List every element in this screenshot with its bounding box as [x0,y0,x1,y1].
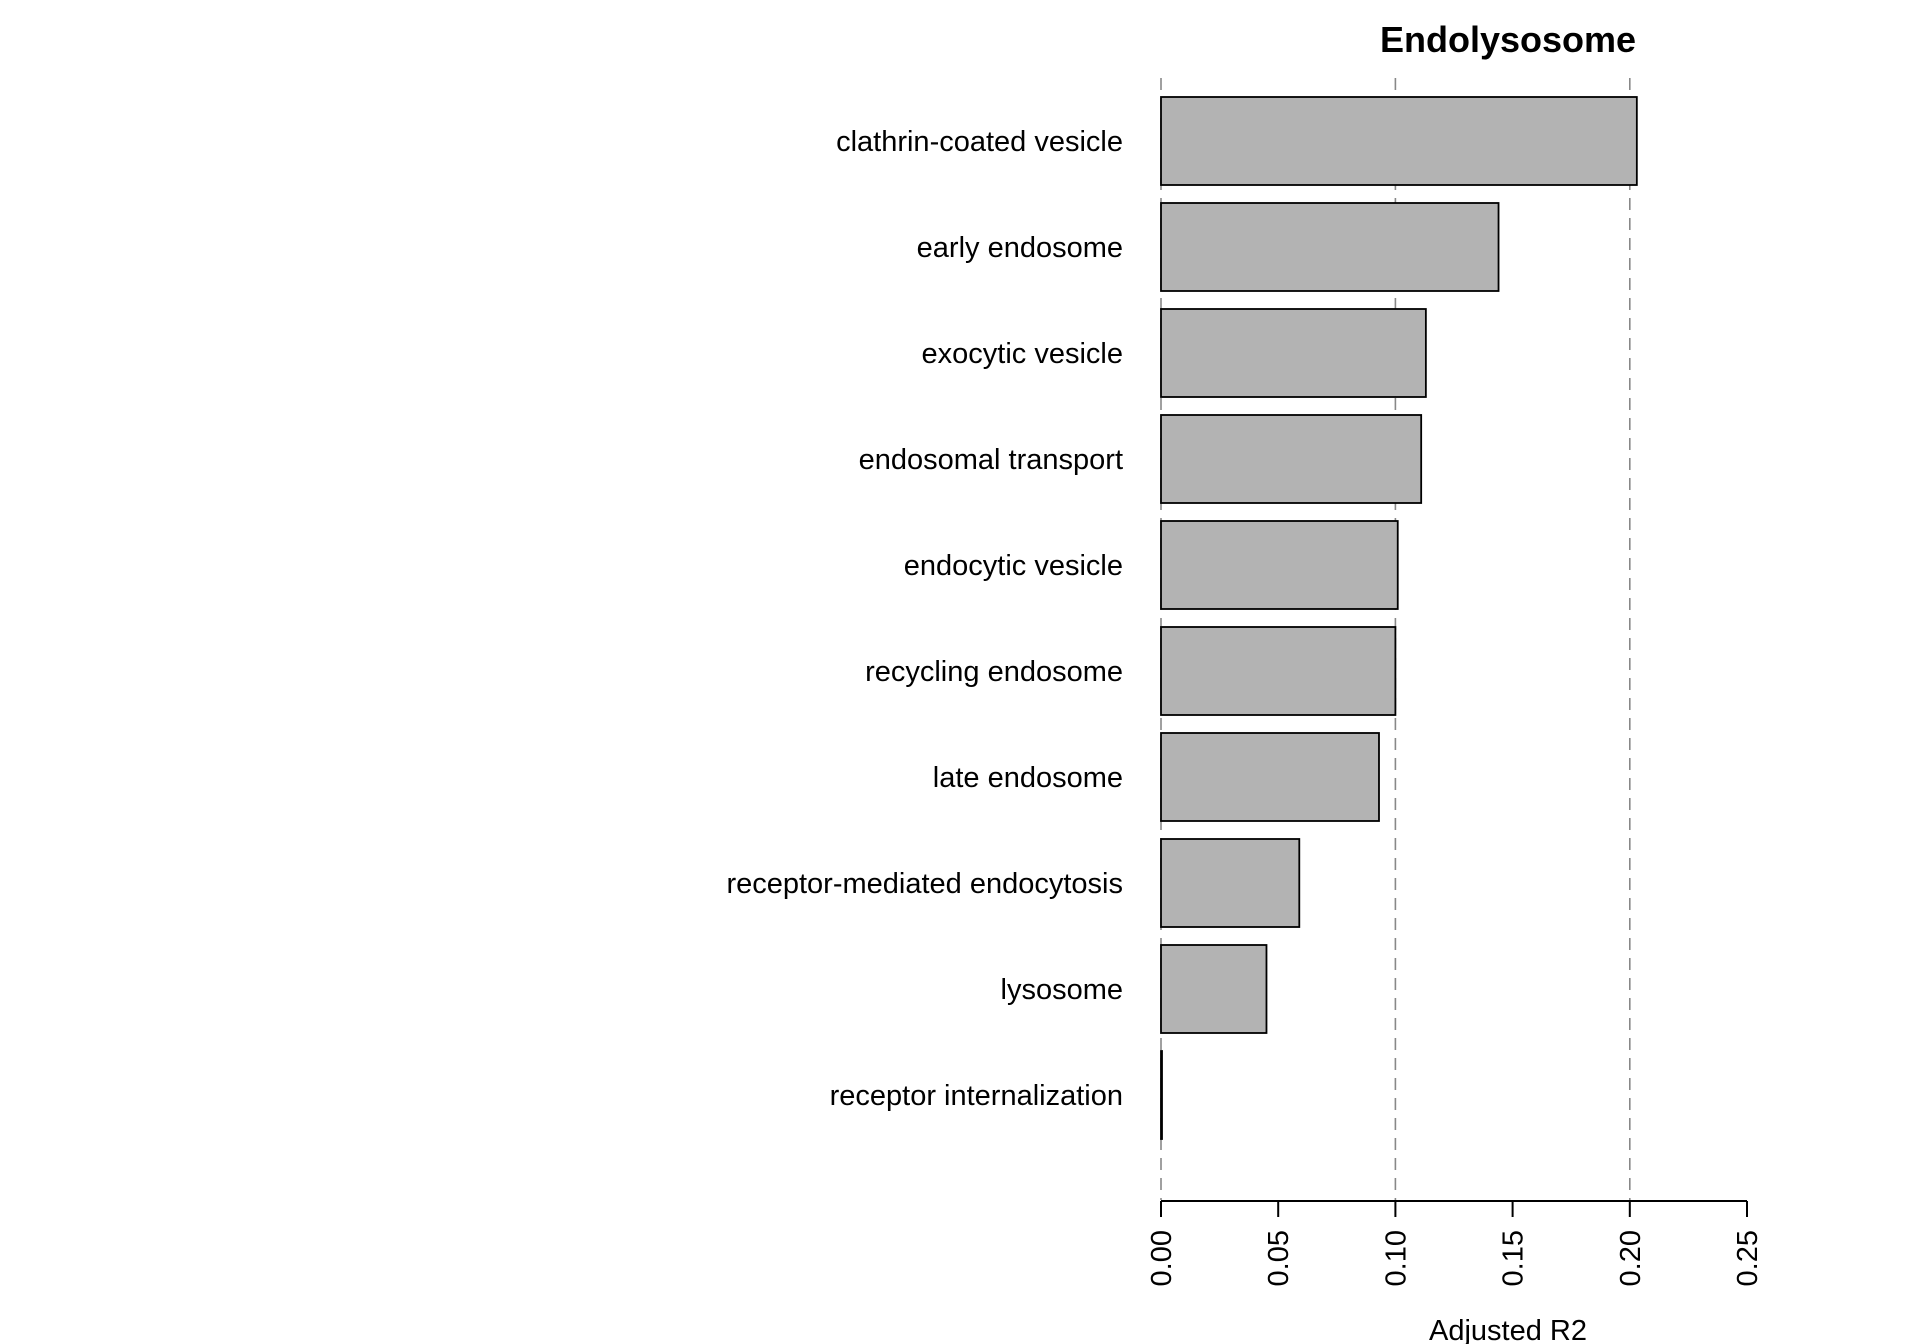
category-label-6: late endosome [933,762,1123,794]
bar-2 [1160,308,1427,398]
category-label-0: clathrin-coated vesicle [836,126,1123,158]
x-axis: 0.00 0.05 0.10 0.15 0.20 0.25 [1146,1200,1764,1286]
x-tick-label-1: 0.05 [1263,1230,1295,1286]
bar-3 [1160,414,1423,504]
category-label-3: endosomal transport [859,444,1123,476]
bars [1160,96,1638,1140]
category-label-9: receptor internalization [830,1080,1123,1112]
category-label-5: recycling endosome [865,656,1123,688]
x-tick-label-2: 0.10 [1380,1230,1412,1286]
category-label-4: endocytic vesicle [904,550,1123,582]
x-tick-label-5: 0.25 [1732,1230,1764,1286]
category-label-8: lysosome [1001,974,1124,1006]
bar-0 [1160,96,1638,186]
bar-5 [1160,626,1397,716]
bar-4 [1160,520,1399,610]
bar-9 [1160,1050,1163,1140]
category-label-1: early endosome [917,232,1123,264]
x-tick-label-3: 0.15 [1498,1230,1530,1286]
bar-1 [1160,202,1500,292]
x-tick-label-4: 0.20 [1615,1230,1647,1286]
category-label-2: exocytic vesicle [922,338,1123,370]
chart-title: Endolysosome [1380,19,1636,60]
bar-8 [1160,944,1268,1034]
category-label-7: receptor-mediated endocytosis [726,868,1123,900]
x-tick-label-0: 0.00 [1146,1230,1178,1286]
bar-7 [1160,838,1301,928]
x-axis-label: Adjusted R2 [1429,1315,1587,1344]
bar-6 [1160,732,1380,822]
category-labels: clathrin-coated vesicle early endosome exo… [726,126,1123,1112]
